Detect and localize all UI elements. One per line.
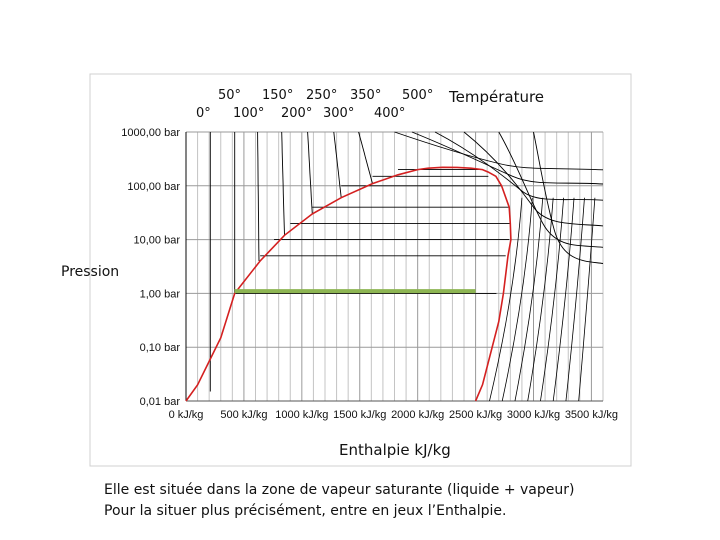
isotherms — [185, 131, 604, 402]
isotherm-liquid — [358, 131, 373, 184]
temp-label-500: 500° — [402, 88, 434, 103]
isotherm-vapour — [394, 131, 604, 171]
temp-label-150: 150° — [262, 88, 294, 103]
x-tick-label: 3500 kJ/kg — [565, 409, 618, 421]
y-tick-label: 1000,00 bar — [121, 127, 180, 139]
isotherm-vapour — [463, 131, 604, 227]
isotherm-lowp — [578, 197, 596, 402]
y-axis-label: Pression — [61, 264, 120, 280]
isotherm-liquid — [281, 131, 285, 236]
y-tick-label: 100,00 bar — [127, 181, 180, 193]
isotherm-lowp — [565, 197, 585, 402]
temp-label-250: 250° — [306, 88, 338, 103]
caption-line-1: Elle est située dans la zone de vapeur s… — [104, 482, 575, 498]
temp-label-400: 400° — [374, 106, 406, 121]
x-tick-label: 1500 kJ/kg — [333, 409, 386, 421]
x-tick-labels: 0 kJ/kg 500 kJ/kg 1000 kJ/kg 1500 kJ/kg 2000… — [169, 409, 618, 421]
isotherm-lowp — [501, 197, 533, 402]
isotherm-liquid — [257, 131, 260, 262]
x-tick-label: 1000 kJ/kg — [275, 409, 328, 421]
isotherm-vapour — [533, 131, 604, 264]
isotherm-lowp — [540, 197, 565, 402]
y-tick-label: 0,10 bar — [140, 342, 181, 354]
y-tick-label: 0,01 bar — [140, 396, 181, 408]
temp-label-100: 100° — [233, 106, 265, 121]
isotherm-liquid — [333, 131, 342, 198]
temp-label-200: 200° — [281, 106, 313, 121]
x-tick-label: 500 kJ/kg — [220, 409, 267, 421]
isotherm-lowp — [514, 197, 544, 402]
isotherm-lowp — [527, 197, 554, 402]
temp-label-350: 350° — [350, 88, 382, 103]
chart-frame — [89, 73, 632, 467]
isobars — [234, 169, 511, 294]
x-tick-label: 2000 kJ/kg — [391, 409, 444, 421]
y-tick-label: 1,00 bar — [140, 288, 181, 300]
temperature-axis-label: Température — [449, 88, 545, 106]
isotherm-vapour — [434, 131, 604, 201]
isotherm-lowp — [489, 197, 523, 402]
isotherm-liquid — [307, 131, 313, 214]
grid — [185, 131, 604, 402]
temp-label-0: 0° — [196, 106, 211, 121]
saturation-curve — [185, 166, 512, 402]
y-tick-label: 10,00 bar — [134, 235, 181, 247]
caption-line-2: Pour la situer plus précisément, entre e… — [104, 503, 507, 519]
x-tick-label: 3000 kJ/kg — [507, 409, 560, 421]
isotherm-vapour — [498, 131, 604, 248]
isotherm-vapour — [411, 131, 604, 185]
caption: Elle est située dans la zone de vapeur s… — [104, 480, 574, 522]
temp-label-50: 50° — [218, 88, 242, 103]
temp-label-300: 300° — [323, 106, 355, 121]
x-axis-label: Enthalpie kJ/kg — [339, 441, 451, 459]
x-tick-label: 2500 kJ/kg — [449, 409, 502, 421]
isotherm-lowp — [552, 197, 575, 402]
x-tick-label: 0 kJ/kg — [169, 409, 204, 421]
y-tick-labels: 1000,00 bar 100,00 bar 10,00 bar 1,00 bar 0,… — [121, 127, 180, 408]
